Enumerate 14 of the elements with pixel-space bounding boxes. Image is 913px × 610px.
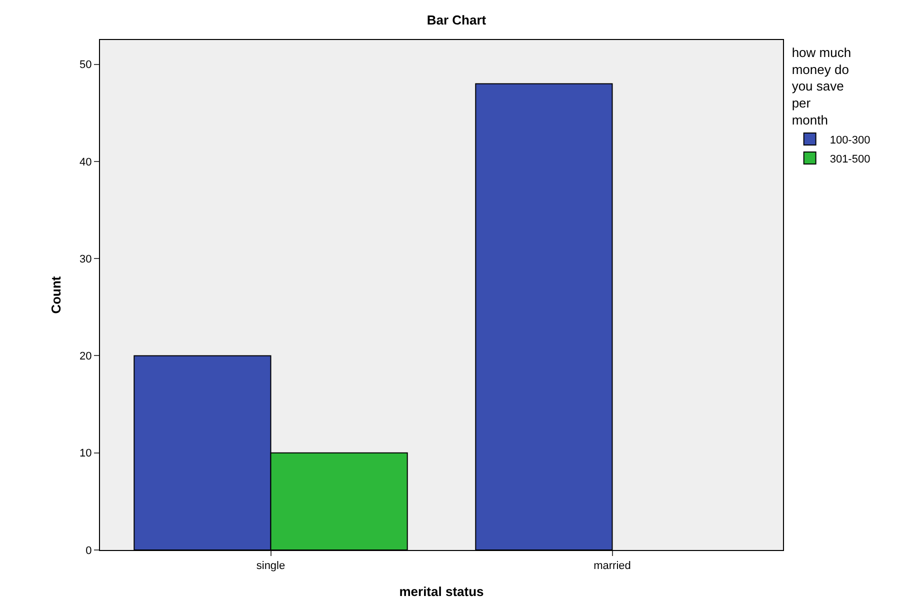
y-tick-label: 10 — [80, 448, 92, 460]
legend-label: 100-300 — [830, 134, 870, 146]
chart-title: Bar Chart — [426, 12, 487, 28]
y-tick-label: 0 — [86, 544, 92, 557]
x-tick-label: married — [594, 560, 631, 572]
y-tick-label: 30 — [80, 253, 92, 266]
y-tick-label: 40 — [80, 156, 92, 168]
y-tick-label: 20 — [80, 350, 92, 363]
y-tick-label: 50 — [80, 59, 92, 72]
x-tick-label: single — [256, 560, 286, 572]
legend-label: 301-500 — [830, 153, 870, 166]
x-axis-title: merital status — [399, 584, 484, 599]
legend-title: how much money do you save per month — [792, 44, 852, 128]
y-axis-title: Count — [48, 276, 64, 314]
